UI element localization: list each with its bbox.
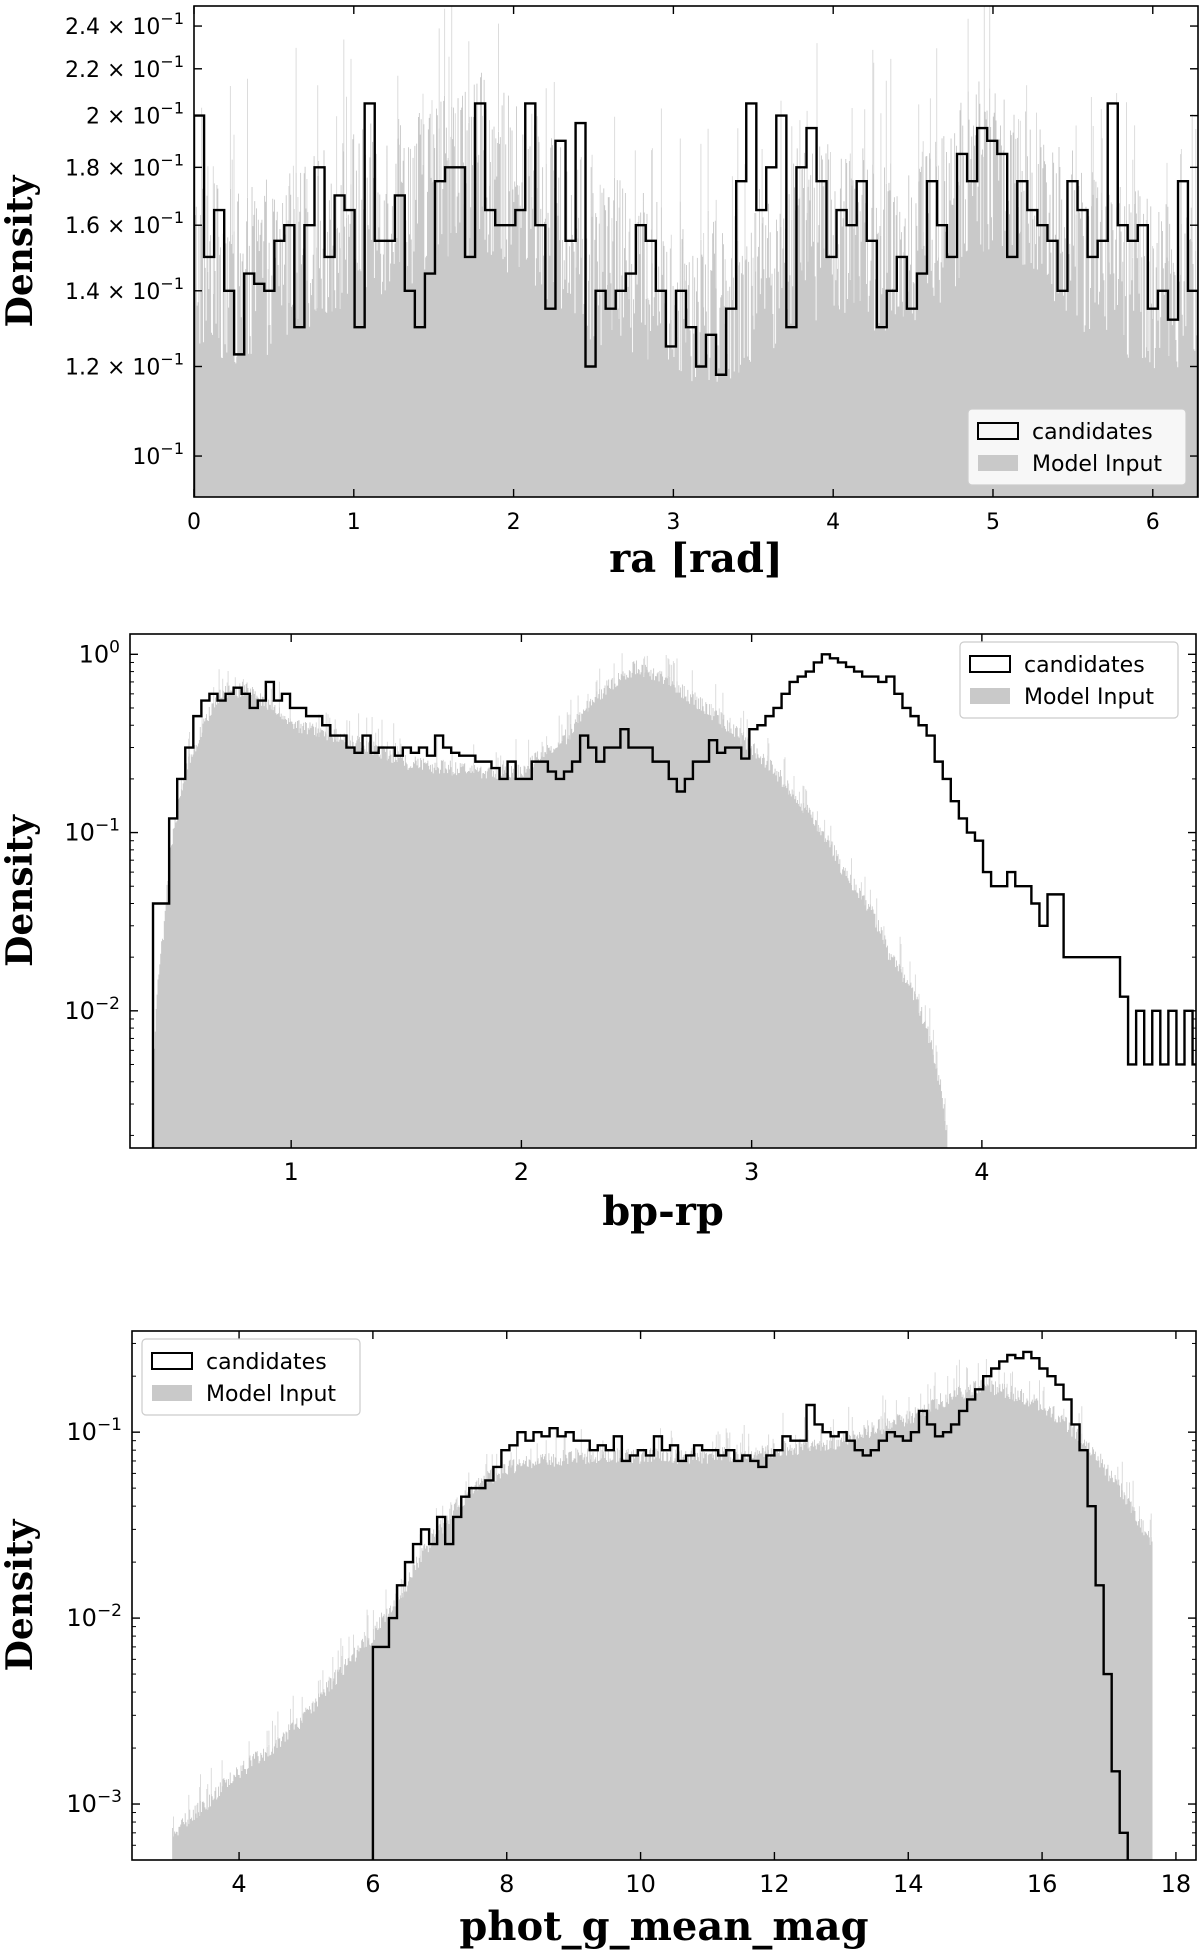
series-model-input-gmag: [172, 1359, 1153, 1860]
legend-label-model-input: Model Input: [1032, 452, 1162, 477]
model-input-bars-gmag: [172, 1377, 1153, 1860]
legend-ra: candidates Model Input: [967, 408, 1187, 486]
axes-frame-gmag: [131, 1330, 1197, 1861]
x-axis-title-ra: ra [rad]: [609, 535, 783, 582]
x-tick-label-gmag: 12: [759, 1870, 790, 1898]
legend-swatch-candidates: [977, 422, 1019, 440]
y-tick-label-ra: 1.6 × 10−1: [65, 208, 184, 239]
legend-swatch-model-input: [970, 688, 1010, 704]
legend-swatch-candidates: [151, 1352, 193, 1370]
x-tick-label-ra: 2: [507, 510, 521, 535]
legend-swatch-candidates: [969, 655, 1011, 673]
x-tick-label-ra: 4: [826, 510, 840, 535]
legend-label-model-input: Model Input: [206, 1382, 336, 1407]
plot-area-gmag: [172, 1350, 1153, 1860]
x-tick-label-bprp: 2: [514, 1158, 529, 1186]
x-tick-label-ra: 5: [986, 510, 1000, 535]
legend-label-candidates: candidates: [1024, 653, 1145, 678]
x-tick-label-ra: 3: [666, 510, 680, 535]
x-tick-label-bprp: 3: [744, 1158, 759, 1186]
legend-box-ra: [967, 408, 1187, 486]
x-tick-label-bprp: 1: [284, 1158, 299, 1186]
legend-swatch-model-input: [978, 455, 1018, 471]
model-input-spikes-ra: [201, 6, 1197, 373]
legend-label-candidates: candidates: [1032, 420, 1153, 445]
chart-panel-bprp: 1 2 3 4 10−2 10−1 100 bp-rp Density candidates Mod…: [0, 633, 1197, 1235]
x-tick-label-ra: 1: [347, 510, 361, 535]
x-tick-label-gmag: 18: [1161, 1870, 1192, 1898]
axes-frame-bprp: [129, 633, 1197, 1149]
x-tick-label-gmag: 8: [499, 1870, 514, 1898]
series-model-input-bprp: [153, 653, 948, 1148]
series-candidates-bprp: [151, 653, 1196, 1148]
legend-bprp: candidates Model Input: [959, 641, 1179, 719]
y-tick-label-ra: 2 × 10−1: [86, 99, 184, 130]
y-axis-title-bprp: Density: [0, 814, 41, 967]
x-tick-label-gmag: 10: [625, 1870, 656, 1898]
legend-label-model-input: Model Input: [1024, 685, 1154, 710]
model-input-spikes-bprp: [180, 653, 946, 1121]
plot-area-bprp: [151, 653, 1196, 1148]
y-tick-label-ra: 1.2 × 10−1: [65, 349, 184, 380]
x-tick-label-ra: 0: [187, 510, 201, 535]
x-axis-title-gmag: phot_g_mean_mag: [459, 1903, 868, 1950]
chart-panel-gmag: 4 6 8 10 12 14 16 18 10−3 10−2 10−1 phot_g_mean_mag…: [0, 1330, 1197, 1950]
y-tick-label-ra: 1.4 × 10−1: [65, 274, 184, 305]
x-tick-label-gmag: 14: [893, 1870, 924, 1898]
y-tick-label-bprp: 10−1: [64, 816, 120, 847]
x-tick-label-bprp: 4: [974, 1158, 989, 1186]
legend-swatch-model-input: [152, 1385, 192, 1401]
x-tick-label-gmag: 6: [365, 1870, 380, 1898]
x-tick-label-ra: 6: [1146, 510, 1160, 535]
plot-area-ra: [194, 6, 1198, 497]
y-tick-label-ra: 2.4 × 10−1: [65, 9, 184, 40]
y-tick-label-gmag: 10−3: [66, 1787, 122, 1818]
y-tick-label-bprp: 10−2: [64, 994, 120, 1025]
y-tick-label-bprp: 100: [79, 637, 120, 668]
axes-frame-ra: [193, 5, 1199, 498]
x-tick-label-gmag: 16: [1027, 1870, 1058, 1898]
y-tick-label-ra: 1.8 × 10−1: [65, 150, 184, 181]
x-axis-title-bprp: bp-rp: [602, 1188, 724, 1235]
chart-panel-ra: 0 1 2 3 4 5 6 10−1 1.2 × 10−1 1.4 × 10−1 1.6 × 10−…: [0, 5, 1199, 582]
x-tick-label-gmag: 4: [231, 1870, 246, 1898]
y-axis-title-ra: Density: [0, 175, 41, 328]
model-input-spikes-gmag: [173, 1359, 1152, 1837]
y-axis-title-gmag: Density: [0, 1519, 41, 1672]
y-tick-label-gmag: 10−1: [66, 1415, 122, 1446]
y-tick-label-ra: 2.2 × 10−1: [65, 52, 184, 83]
legend-box-gmag: [141, 1338, 361, 1416]
y-tick-label-gmag: 10−2: [66, 1601, 122, 1632]
series-candidates-ra: [194, 102, 1198, 497]
legend-box-bprp: [959, 641, 1179, 719]
series-candidates-gmag: [371, 1350, 1129, 1860]
legend-gmag: candidates Model Input: [141, 1338, 361, 1416]
y-tick-label-ra: 10−1: [132, 439, 184, 470]
model-input-bars-bprp: [153, 660, 948, 1148]
legend-label-candidates: candidates: [206, 1350, 327, 1375]
